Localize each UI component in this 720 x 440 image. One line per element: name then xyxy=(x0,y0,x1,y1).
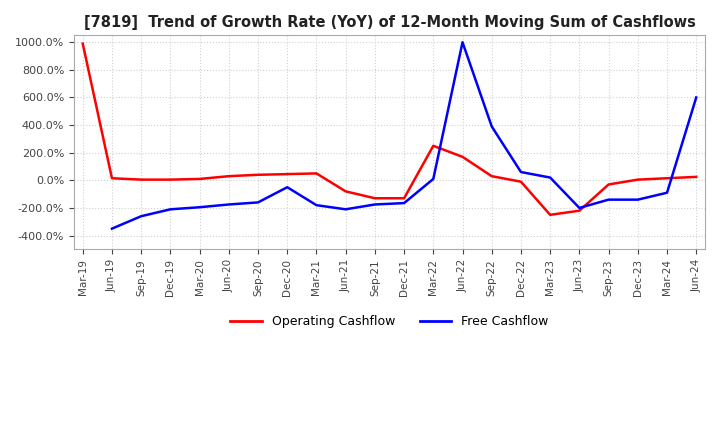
Operating Cashflow xyxy=(225,173,233,179)
Operating Cashflow xyxy=(634,177,642,182)
Free Cashflow xyxy=(662,190,671,195)
Free Cashflow xyxy=(546,175,554,180)
Free Cashflow xyxy=(487,124,496,129)
Free Cashflow xyxy=(341,207,350,212)
Operating Cashflow xyxy=(458,154,467,159)
Operating Cashflow xyxy=(662,176,671,181)
Operating Cashflow xyxy=(78,41,87,46)
Operating Cashflow xyxy=(107,176,116,181)
Free Cashflow xyxy=(137,213,145,219)
Free Cashflow xyxy=(195,205,204,210)
Free Cashflow xyxy=(166,207,175,212)
Operating Cashflow xyxy=(546,212,554,217)
Operating Cashflow xyxy=(166,177,175,182)
Free Cashflow xyxy=(458,40,467,45)
Line: Operating Cashflow: Operating Cashflow xyxy=(83,44,696,215)
Operating Cashflow xyxy=(195,176,204,182)
Operating Cashflow xyxy=(283,172,292,177)
Free Cashflow xyxy=(575,205,584,211)
Free Cashflow xyxy=(253,200,262,205)
Free Cashflow xyxy=(429,176,438,182)
Operating Cashflow xyxy=(253,172,262,177)
Title: [7819]  Trend of Growth Rate (YoY) of 12-Month Moving Sum of Cashflows: [7819] Trend of Growth Rate (YoY) of 12-… xyxy=(84,15,696,30)
Operating Cashflow xyxy=(692,174,701,180)
Free Cashflow xyxy=(692,95,701,100)
Free Cashflow xyxy=(634,197,642,202)
Free Cashflow xyxy=(225,202,233,207)
Operating Cashflow xyxy=(371,196,379,201)
Operating Cashflow xyxy=(312,171,321,176)
Operating Cashflow xyxy=(604,182,613,187)
Operating Cashflow xyxy=(137,177,145,182)
Operating Cashflow xyxy=(429,143,438,148)
Free Cashflow xyxy=(517,169,526,175)
Operating Cashflow xyxy=(517,179,526,184)
Free Cashflow xyxy=(604,197,613,202)
Operating Cashflow xyxy=(341,189,350,194)
Free Cashflow xyxy=(107,226,116,231)
Free Cashflow xyxy=(283,184,292,190)
Line: Free Cashflow: Free Cashflow xyxy=(112,42,696,229)
Legend: Operating Cashflow, Free Cashflow: Operating Cashflow, Free Cashflow xyxy=(225,310,554,333)
Free Cashflow xyxy=(400,201,408,206)
Free Cashflow xyxy=(371,202,379,207)
Operating Cashflow xyxy=(400,196,408,201)
Free Cashflow xyxy=(312,202,321,208)
Operating Cashflow xyxy=(487,173,496,179)
Operating Cashflow xyxy=(575,208,584,213)
